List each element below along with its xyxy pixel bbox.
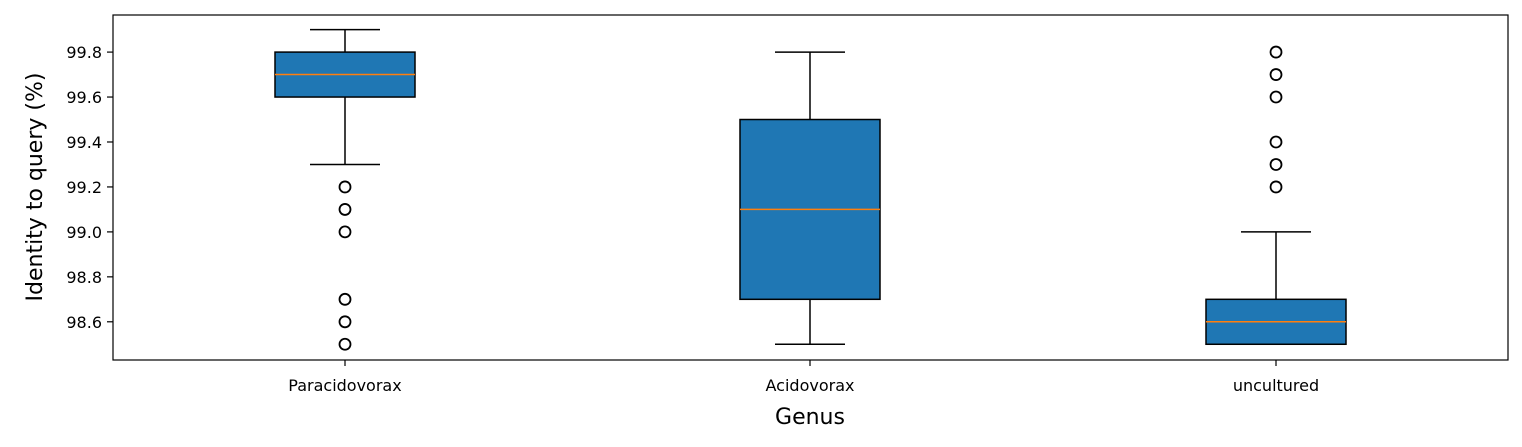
- y-tick-label: 99.4: [66, 133, 102, 152]
- y-tick-label: 99.2: [66, 178, 102, 197]
- outlier-point: [1269, 180, 1283, 194]
- y-axis: 98.6 98.8 99.0 99.2 99.4 99.6 99.8: [66, 43, 113, 332]
- outlier-point: [1269, 45, 1283, 59]
- outlier-point: [1269, 135, 1283, 149]
- outlier-point: [338, 225, 352, 239]
- y-tick-label: 99.6: [66, 88, 102, 107]
- outlier-point: [338, 337, 352, 351]
- outlier-point: [338, 292, 352, 306]
- box-group-uncultured: [1205, 45, 1347, 346]
- outlier-point: [1269, 90, 1283, 104]
- x-axis: Paracidovorax Acidovorax uncultured: [288, 360, 1319, 395]
- plot-area: [112, 14, 1509, 361]
- outlier-point: [1269, 68, 1283, 81]
- y-tick-label: 98.8: [66, 268, 102, 287]
- y-axis-label: Identity to query (%): [23, 73, 48, 302]
- outlier-point: [1269, 158, 1283, 171]
- box-group-paracidovorax: [274, 28, 416, 351]
- x-tick-label: Paracidovorax: [288, 376, 401, 395]
- outlier-point: [338, 315, 352, 329]
- y-tick-label: 98.6: [66, 313, 102, 332]
- outlier-point: [338, 180, 352, 194]
- x-tick-label: Acidovorax: [766, 376, 855, 395]
- x-axis-label: Genus: [775, 405, 845, 430]
- y-tick-label: 99.8: [66, 43, 102, 62]
- outlier-point: [338, 203, 352, 216]
- x-tick-label: uncultured: [1233, 376, 1319, 395]
- box-group-acidovorax: [739, 51, 881, 346]
- y-tick-label: 99.0: [66, 223, 102, 242]
